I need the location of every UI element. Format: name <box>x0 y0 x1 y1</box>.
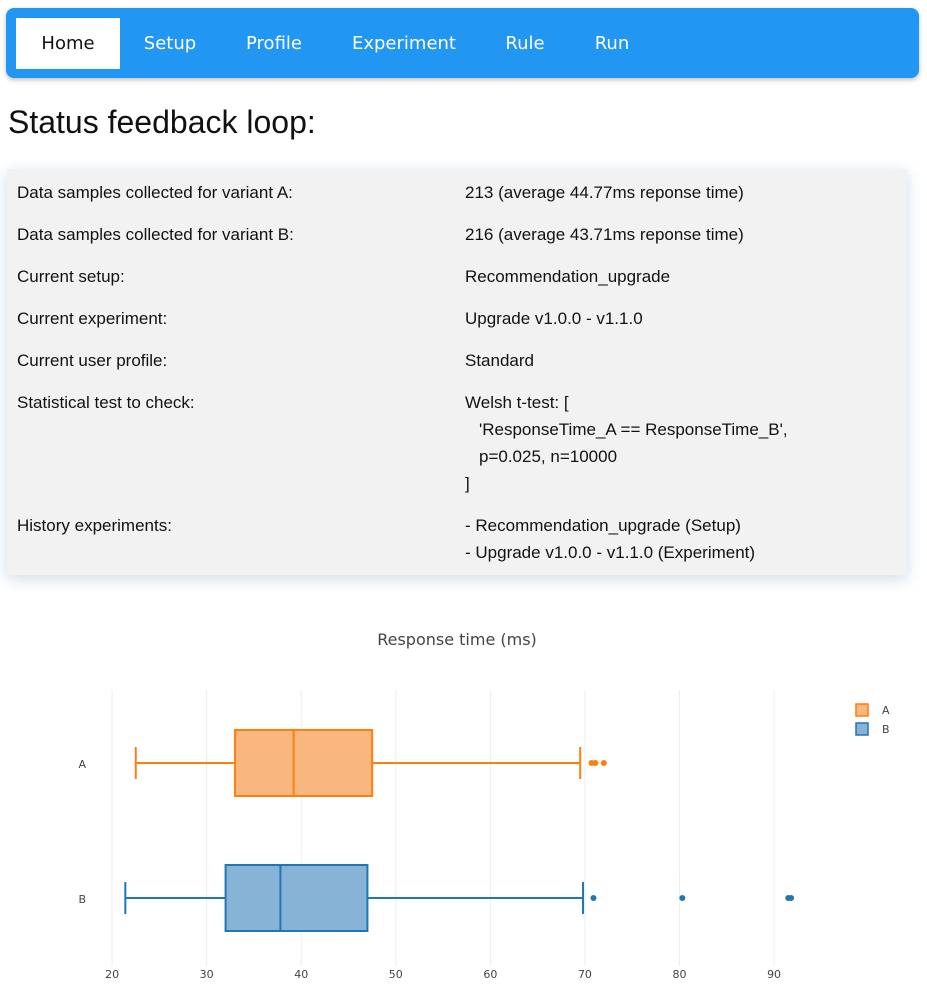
x-tick-label: 40 <box>294 968 308 981</box>
x-tick-label: 20 <box>105 968 119 981</box>
box-iqr <box>234 729 374 797</box>
x-tick-label: 70 <box>578 968 592 981</box>
x-tick-label: 30 <box>200 968 214 981</box>
test-label: Statistical test to check: <box>17 393 195 412</box>
history-value: - Recommendation_upgrade (Setup) - Upgra… <box>465 512 755 566</box>
samples-a-label: Data samples collected for variant A: <box>17 183 293 202</box>
chart-title: Response time (ms) <box>377 630 537 649</box>
x-tick-label: 90 <box>767 968 781 981</box>
nav-home[interactable]: Home <box>16 18 120 69</box>
test-value: Welsh t-test: [ 'ResponseTime_A == Respo… <box>465 389 788 497</box>
page-title: Status feedback loop: <box>8 104 316 140</box>
outlier-point <box>788 895 795 901</box>
test-line: p=0.025, n=10000 <box>479 447 618 466</box>
history-line: - Recommendation_upgrade (Setup) <box>465 516 741 535</box>
top-navbar: Home Setup Profile Experiment Rule Run <box>6 8 919 78</box>
status-card: Data samples collected for variant A: 21… <box>7 169 907 575</box>
test-line: 'ResponseTime_A == ResponseTime_B', <box>479 420 788 439</box>
x-tick-label: 60 <box>483 968 497 981</box>
history-label: History experiments: <box>17 516 172 535</box>
nav-run[interactable]: Run <box>594 33 630 54</box>
profile-label: Current user profile: <box>17 351 168 370</box>
nav-experiment[interactable]: Experiment <box>351 33 456 54</box>
experiment-value: Upgrade v1.0.0 - v1.1.0 <box>465 309 643 328</box>
legend-label-a: A <box>882 704 890 717</box>
samples-b-value: 216 (average 43.71ms reponse time) <box>465 225 744 244</box>
test-line: Welsh t-test: [ <box>465 393 569 412</box>
legend-swatch-b <box>855 722 869 736</box>
y-tick-label-b: B <box>78 893 86 906</box>
y-tick-label-a: A <box>78 758 86 771</box>
legend-label-b: B <box>882 723 890 736</box>
response-time-chart: Response time (ms) A B 20 30 40 50 60 70 80 90 … <box>78 630 890 981</box>
outlier-point <box>592 760 599 766</box>
outlier-point <box>679 895 686 901</box>
test-line: ] <box>465 474 470 493</box>
setup-label: Current setup: <box>17 267 125 286</box>
outlier-point <box>600 760 607 766</box>
x-tick-label: 50 <box>389 968 403 981</box>
box-series-b <box>124 864 795 932</box>
box-iqr <box>224 864 369 932</box>
box-series-a <box>134 729 607 797</box>
samples-a-value: 213 (average 44.77ms reponse time) <box>465 183 744 202</box>
profile-value: Standard <box>465 351 534 370</box>
experiment-label: Current experiment: <box>17 309 168 328</box>
setup-value: Recommendation_upgrade <box>465 267 671 286</box>
nav-setup[interactable]: Setup <box>143 33 197 54</box>
outlier-point <box>590 895 597 901</box>
history-line: - Upgrade v1.0.0 - v1.1.0 (Experiment) <box>465 543 756 562</box>
samples-b-label: Data samples collected for variant B: <box>17 225 294 244</box>
x-tick-label: 80 <box>673 968 687 981</box>
nav-profile[interactable]: Profile <box>246 33 302 54</box>
legend-swatch-a <box>855 703 869 717</box>
nav-rule[interactable]: Rule <box>505 33 545 54</box>
chart-legend[interactable]: A B <box>855 703 890 736</box>
